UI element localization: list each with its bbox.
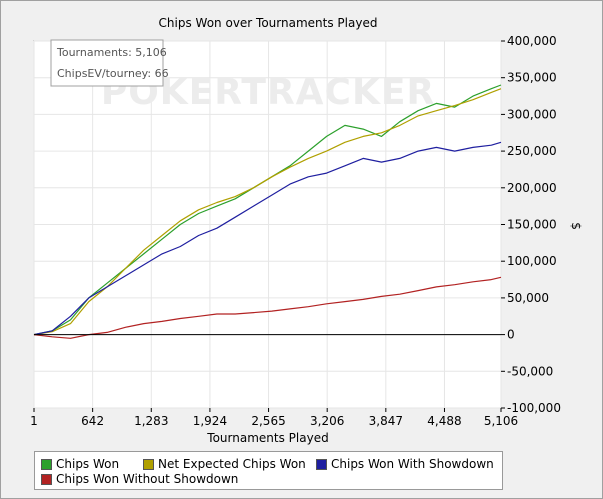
y-tick-label-9: -50,000 xyxy=(507,364,553,378)
y-axis-label: $ xyxy=(569,222,583,230)
y-axis: 400,000 350,000 300,000 250,000 200,000 150,0… xyxy=(501,34,561,415)
y-tick-label-4: 200,000 xyxy=(507,181,557,195)
legend-label-chips-won: Chips Won xyxy=(56,457,120,471)
series-line-without-showdown xyxy=(33,276,502,339)
x-axis-label: Tournaments Played xyxy=(206,431,328,445)
info-box: Tournaments: 5,106 ChipsEV/tourney: 66 xyxy=(50,39,169,87)
y-tick-label-3: 250,000 xyxy=(507,144,557,158)
x-tick-label-4: 2,565 xyxy=(251,414,285,428)
info-tournaments: Tournaments: 5,106 xyxy=(56,46,167,59)
series-line-with-showdown xyxy=(33,141,502,336)
series-layer xyxy=(33,84,502,339)
chart-title: Chips Won over Tournaments Played xyxy=(159,16,378,30)
legend-label-with-showdown: Chips Won With Showdown xyxy=(331,457,494,471)
x-axis: 1 642 1,283 1,924 2,565 3,206 3,847 4,488 5,106 xyxy=(30,408,518,428)
y-tick-label-2: 300,000 xyxy=(507,107,557,121)
x-tick-label-3: 1,924 xyxy=(193,414,227,428)
y-tick-label-6: 100,000 xyxy=(507,254,557,268)
x-tick-label-7: 4,488 xyxy=(427,414,461,428)
x-tick-label-2: 1,283 xyxy=(134,414,168,428)
legend-swatch-without-showdown xyxy=(41,473,52,485)
legend: Chips Won Net Expected Chips Won Chips W… xyxy=(34,451,503,490)
y-tick-label-5: 150,000 xyxy=(507,218,557,232)
y-tick-label-0: 400,000 xyxy=(507,34,557,48)
x-tick-label-0: 1 xyxy=(30,414,38,428)
legend-swatch-with-showdown xyxy=(316,458,327,470)
y-tick-label-1: 350,000 xyxy=(507,71,557,85)
legend-swatch-net-expected xyxy=(143,458,154,470)
legend-item-with-showdown: Chips Won With Showdown xyxy=(316,457,494,471)
x-tick-label-6: 3,847 xyxy=(369,414,403,428)
y-tick-label-8: 0 xyxy=(507,328,515,342)
x-tick-label-1: 642 xyxy=(81,414,104,428)
legend-label-net-expected: Net Expected Chips Won xyxy=(158,457,306,471)
series-line-net-expected xyxy=(33,88,502,336)
legend-item-chips-won: Chips Won xyxy=(41,457,119,471)
info-chips-ev: ChipsEV/tourney: 66 xyxy=(57,67,169,80)
legend-label-without-showdown: Chips Won Without Showdown xyxy=(56,472,239,486)
legend-item-without-showdown: Chips Won Without Showdown xyxy=(41,472,238,486)
legend-item-net-expected: Net Expected Chips Won xyxy=(143,457,306,471)
y-tick-label-10: -100,000 xyxy=(507,401,561,415)
y-tick-label-7: 50,000 xyxy=(507,291,549,305)
x-tick-label-5: 3,206 xyxy=(310,414,344,428)
x-tick-label-8: 5,106 xyxy=(484,414,518,428)
legend-swatch-chips-won xyxy=(41,458,52,470)
